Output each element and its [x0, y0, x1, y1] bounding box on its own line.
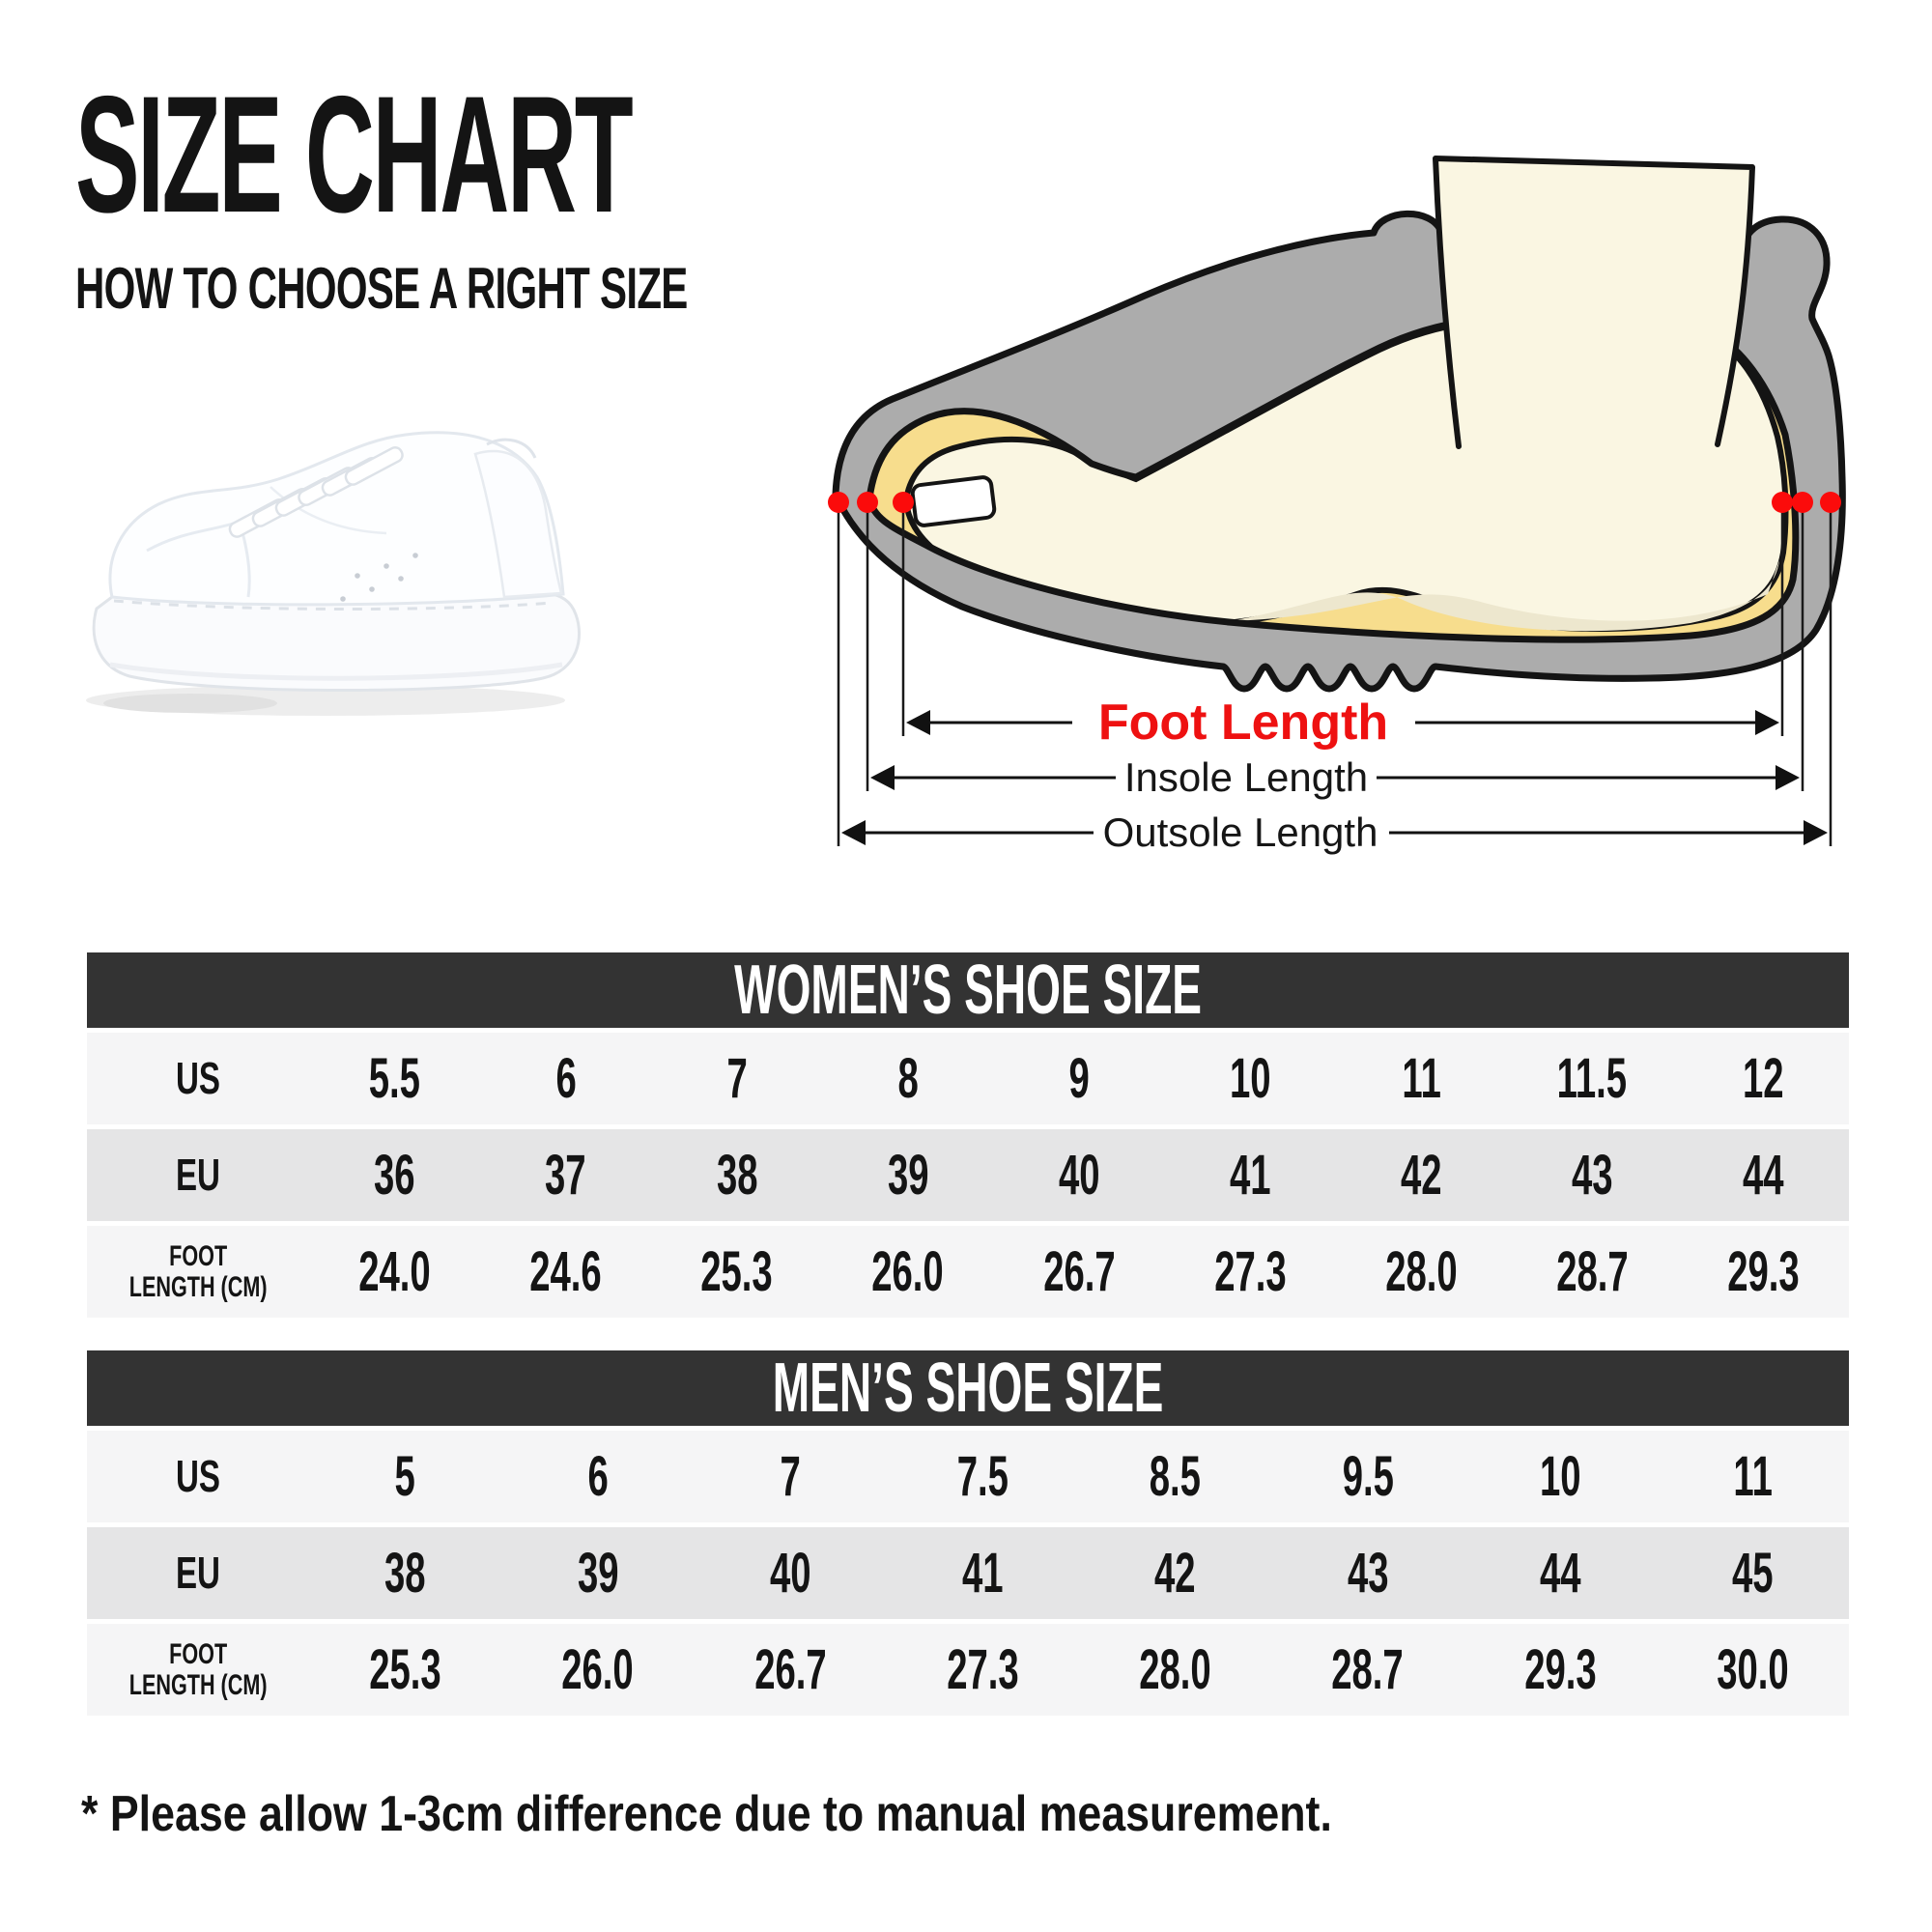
outsole-length-label: Outsole Length	[1103, 810, 1378, 855]
size-cell: 24.0	[358, 1240, 431, 1303]
table-row: FOOT LENGTH (CM) 24.0 24.6 25.3 26.0 26.7 27.3…	[87, 1226, 1849, 1318]
size-cell: 26.0	[871, 1240, 945, 1303]
leg-shape	[1435, 158, 1752, 481]
row-label: US	[175, 1052, 221, 1103]
size-cell: 29.3	[1727, 1240, 1800, 1303]
size-cell: 39	[577, 1542, 619, 1605]
size-cell: 6	[587, 1445, 609, 1508]
row-label: FOOT LENGTH (CM)	[128, 1638, 268, 1701]
table-row: EU 38 39 40 41 42 43 44 45	[87, 1527, 1849, 1619]
size-cell: 24.6	[529, 1240, 602, 1303]
size-cell: 5.5	[368, 1047, 421, 1110]
table-row: US 5.5 6 7 8 9 10 11 11.5 12	[87, 1033, 1849, 1124]
mens-size-table: MEN’S SHOE SIZE US 5 6 7 7.5 8.5 9.5 10 11 EU 38 39…	[87, 1350, 1849, 1716]
row-label: US	[175, 1450, 221, 1501]
row-label: EU	[175, 1547, 221, 1598]
size-cell: 6	[555, 1047, 577, 1110]
mens-table-title: MEN’S SHOE SIZE	[772, 1350, 1164, 1427]
page-title: SIZE CHART	[75, 62, 634, 247]
size-cell: 42	[1154, 1542, 1196, 1605]
toenail	[910, 475, 997, 527]
size-cell: 11	[1733, 1445, 1773, 1508]
size-cell: 11.5	[1557, 1047, 1628, 1110]
size-cell: 42	[1400, 1144, 1442, 1207]
size-cell: 43	[1572, 1144, 1613, 1207]
size-cell: 40	[1058, 1144, 1100, 1207]
size-cell: 28.7	[1331, 1638, 1405, 1701]
size-cell: 10	[1229, 1047, 1271, 1110]
size-cell: 37	[545, 1144, 586, 1207]
table-row: US 5 6 7 7.5 8.5 9.5 10 11	[87, 1431, 1849, 1522]
row-label: FOOT LENGTH (CM)	[128, 1240, 268, 1303]
size-cell: 8.5	[1150, 1445, 1202, 1508]
measurement-dots	[828, 492, 1841, 513]
size-cell: 25.3	[700, 1240, 774, 1303]
size-cell: 7	[780, 1445, 801, 1508]
sneaker-illustration	[86, 431, 581, 716]
size-cell: 38	[716, 1144, 758, 1207]
size-cell: 39	[887, 1144, 929, 1207]
size-cell: 5	[394, 1445, 416, 1508]
size-cell: 30.0	[1717, 1638, 1789, 1701]
measurement-footnote: * Please allow 1-3cm difference due to m…	[81, 1786, 1332, 1842]
leg-outline	[1433, 156, 1755, 449]
insole-length-label: Insole Length	[1124, 754, 1368, 800]
size-cell: 26.7	[753, 1638, 827, 1701]
size-cell: 11	[1401, 1047, 1441, 1110]
size-cell: 28.0	[1139, 1638, 1211, 1701]
dimension-lines	[864, 721, 1806, 835]
page-header: SIZE CHART HOW TO CHOOSE A RIGHT SIZE	[75, 71, 1034, 322]
size-cell: 41	[1229, 1144, 1271, 1207]
size-cell: 10	[1539, 1445, 1581, 1508]
size-cell: 44	[1539, 1542, 1581, 1605]
size-cell: 41	[962, 1542, 1004, 1605]
mens-table-header: MEN’S SHOE SIZE	[87, 1350, 1849, 1427]
size-cell: 9	[1068, 1047, 1090, 1110]
size-cell: 28.0	[1384, 1240, 1458, 1303]
size-cell: 7.5	[956, 1445, 1009, 1508]
dimension-arrowheads	[841, 710, 1828, 845]
size-cell: 8	[897, 1047, 919, 1110]
foot-measurement-diagram: Foot Length Insole Length Outsole Length	[638, 97, 1932, 860]
sneaker-photo	[50, 288, 615, 737]
size-cell: 7	[726, 1047, 748, 1110]
table-row: EU 36 37 38 39 40 41 42 43 44	[87, 1129, 1849, 1221]
size-cell: 36	[374, 1144, 415, 1207]
size-cell: 40	[769, 1542, 811, 1605]
size-cell: 27.3	[1213, 1240, 1287, 1303]
womens-size-table: WOMEN’S SHOE SIZE US 5.5 6 7 8 9 10 11 11.5 12 EU 3…	[87, 952, 1849, 1318]
shoe-outline	[832, 210, 1846, 693]
size-cell: 45	[1732, 1542, 1774, 1605]
size-cell: 9.5	[1342, 1445, 1394, 1508]
foot-diagram-illustration: Foot Length Insole Length Outsole Length	[828, 156, 1846, 855]
size-cell: 27.3	[947, 1638, 1019, 1701]
size-cell: 26.7	[1042, 1240, 1116, 1303]
size-cell: 44	[1743, 1144, 1784, 1207]
row-label: EU	[175, 1149, 221, 1200]
foot-length-label: Foot Length	[1098, 695, 1388, 751]
size-cell: 38	[384, 1542, 426, 1605]
womens-table-header: WOMEN’S SHOE SIZE	[87, 952, 1849, 1029]
page-subtitle: HOW TO CHOOSE A RIGHT SIZE	[75, 256, 688, 321]
measurement-guides	[837, 510, 1833, 846]
size-cell: 43	[1347, 1542, 1389, 1605]
size-cell: 12	[1743, 1047, 1784, 1110]
womens-table-title: WOMEN’S SHOE SIZE	[734, 952, 1202, 1029]
size-cell: 28.7	[1556, 1240, 1629, 1303]
size-cell: 25.3	[369, 1638, 441, 1701]
table-row: FOOT LENGTH (CM) 25.3 26.0 26.7 27.3 28.0 28.7…	[87, 1624, 1849, 1716]
size-cell: 26.0	[561, 1638, 635, 1701]
size-cell: 29.3	[1523, 1638, 1597, 1701]
